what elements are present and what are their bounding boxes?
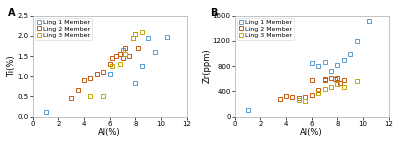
- Ling 3 Member: [118, 63, 122, 65]
- Ling 2 Member: [296, 97, 301, 99]
- X-axis label: Al(%): Al(%): [98, 128, 121, 137]
- Ling 1 Member: [139, 65, 144, 67]
- Ling 2 Member: [69, 97, 74, 99]
- Ling 2 Member: [322, 78, 327, 80]
- Ling 1 Member: [341, 59, 346, 61]
- Ling 2 Member: [341, 79, 346, 81]
- Line: Ling 2 Member: Ling 2 Member: [69, 32, 140, 101]
- Y-axis label: Zr(ppm): Zr(ppm): [202, 49, 211, 84]
- Ling 2 Member: [332, 78, 337, 80]
- Ling 3 Member: [335, 83, 340, 85]
- Ling 1 Member: [120, 49, 125, 51]
- Ling 2 Member: [107, 63, 112, 65]
- Ling 3 Member: [341, 86, 346, 88]
- Ling 2 Member: [94, 73, 99, 75]
- Ling 2 Member: [290, 96, 295, 98]
- Ling 2 Member: [136, 47, 140, 49]
- Ling 3 Member: [303, 100, 308, 102]
- Ling 1 Member: [354, 40, 359, 42]
- Ling 2 Member: [120, 57, 125, 59]
- Line: Ling 1 Member: Ling 1 Member: [246, 19, 372, 112]
- Ling 3 Member: [88, 95, 93, 97]
- Legend: Ling 1 Member, Ling 2 Member, Ling 3 Member: Ling 1 Member, Ling 2 Member, Ling 3 Mem…: [35, 18, 92, 40]
- Ling 2 Member: [309, 94, 314, 96]
- Ling 3 Member: [101, 95, 106, 97]
- Ling 2 Member: [130, 37, 135, 39]
- Ling 2 Member: [338, 82, 342, 83]
- Ling 2 Member: [328, 77, 333, 79]
- Ling 2 Member: [322, 79, 327, 81]
- Ling 3 Member: [110, 65, 115, 67]
- Ling 2 Member: [110, 57, 115, 59]
- Legend: Ling 1 Member, Ling 2 Member, Ling 3 Member: Ling 1 Member, Ling 2 Member, Ling 3 Mem…: [237, 18, 294, 40]
- Ling 1 Member: [335, 64, 340, 66]
- Ling 1 Member: [328, 70, 333, 71]
- Ling 1 Member: [107, 73, 112, 75]
- Ling 1 Member: [348, 53, 352, 54]
- Ling 2 Member: [101, 71, 106, 73]
- Ling 3 Member: [123, 53, 128, 55]
- Ling 1 Member: [43, 112, 48, 113]
- X-axis label: Al(%): Al(%): [300, 128, 323, 137]
- Ling 1 Member: [133, 83, 138, 84]
- Line: Ling 3 Member: Ling 3 Member: [297, 78, 359, 103]
- Ling 1 Member: [165, 36, 170, 38]
- Ling 3 Member: [139, 31, 144, 33]
- Ling 2 Member: [277, 98, 282, 100]
- Ling 1 Member: [146, 37, 150, 39]
- Ling 1 Member: [309, 62, 314, 64]
- Ling 3 Member: [130, 37, 135, 39]
- Text: B: B: [210, 8, 218, 18]
- Ling 3 Member: [328, 86, 333, 88]
- Ling 2 Member: [284, 95, 288, 97]
- Ling 3 Member: [322, 89, 327, 90]
- Ling 2 Member: [316, 89, 320, 91]
- Ling 1 Member: [316, 65, 320, 67]
- Ling 2 Member: [114, 55, 118, 57]
- Ling 2 Member: [123, 47, 128, 49]
- Y-axis label: Ti(%): Ti(%): [7, 55, 16, 77]
- Ling 2 Member: [303, 96, 308, 98]
- Ling 2 Member: [82, 79, 86, 81]
- Ling 2 Member: [118, 53, 122, 55]
- Ling 3 Member: [316, 92, 320, 93]
- Ling 1 Member: [245, 109, 250, 111]
- Ling 2 Member: [335, 77, 340, 79]
- Ling 3 Member: [296, 99, 301, 100]
- Line: Ling 2 Member: Ling 2 Member: [278, 76, 346, 101]
- Ling 3 Member: [354, 80, 359, 82]
- Ling 1 Member: [322, 61, 327, 63]
- Ling 3 Member: [133, 33, 138, 35]
- Ling 2 Member: [126, 55, 131, 57]
- Text: A: A: [8, 8, 16, 18]
- Ling 2 Member: [75, 89, 80, 91]
- Line: Ling 3 Member: Ling 3 Member: [88, 30, 144, 98]
- Ling 2 Member: [309, 79, 314, 81]
- Ling 2 Member: [133, 33, 138, 35]
- Line: Ling 1 Member: Ling 1 Member: [44, 35, 170, 115]
- Ling 2 Member: [88, 77, 93, 79]
- Ling 1 Member: [367, 20, 372, 22]
- Ling 1 Member: [152, 51, 157, 53]
